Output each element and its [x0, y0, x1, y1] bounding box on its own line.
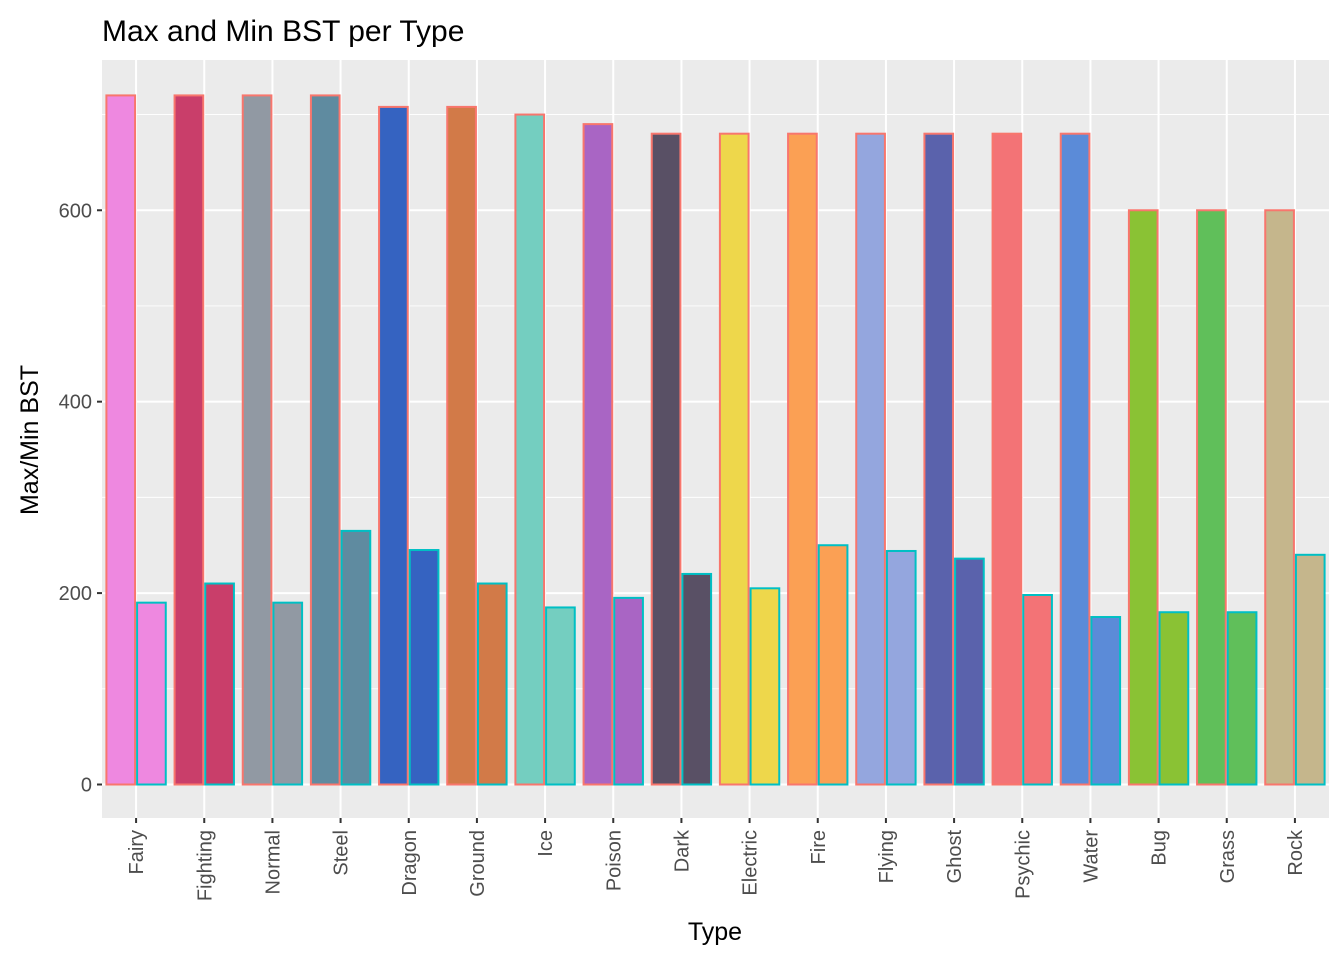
bar-min-water [1090, 616, 1122, 786]
x-tick-label: Ghost [944, 830, 966, 884]
bar-max-ice [514, 113, 546, 786]
bar-min-rock [1294, 553, 1326, 786]
x-tick-label: Fighting [194, 830, 216, 901]
bar-min-flying [885, 549, 917, 786]
bar-min-fire [817, 544, 849, 786]
x-tick-label: Poison [603, 830, 625, 891]
bar-max-fire [787, 132, 818, 786]
x-tick-label: Dark [671, 829, 693, 872]
bar-max-ghost [923, 132, 955, 786]
x-tick-label: Normal [262, 830, 284, 894]
y-tick-label: 400 [59, 392, 92, 414]
bar-min-fighting [204, 582, 235, 786]
x-tick-label: Water [1080, 830, 1102, 883]
bar-min-fairy [136, 601, 167, 786]
x-tick-label: Grass [1217, 830, 1239, 883]
bar-max-fairy [105, 94, 137, 786]
x-axis-title: Type [688, 918, 742, 946]
y-tick-label: 600 [59, 200, 92, 222]
x-tick-label: Steel [331, 830, 353, 876]
bar-max-poison [582, 123, 614, 786]
chart-title: Max and Min BST per Type [102, 15, 464, 48]
y-axis-title: Max/Min BST [16, 365, 44, 515]
bar-max-flying [855, 132, 886, 786]
bar-max-fighting [173, 94, 205, 786]
x-tick-label: Fire [808, 830, 830, 864]
bar-min-dragon [408, 549, 440, 786]
bar-min-psychic [1022, 594, 1053, 786]
plot-panel [102, 60, 1329, 818]
bar-max-electric [718, 132, 750, 786]
bar-max-rock [1264, 209, 1295, 786]
bar-min-steel [340, 529, 372, 786]
x-tick-label: Bug [1149, 830, 1171, 866]
bar-max-steel [309, 94, 341, 786]
x-tick-label: Rock [1285, 829, 1307, 876]
bar-max-psychic [991, 132, 1023, 786]
bar-min-ice [545, 606, 576, 786]
bar-min-grass [1226, 611, 1258, 786]
bar-min-ground [476, 582, 508, 786]
bar-max-bug [1127, 209, 1159, 786]
bar-min-electric [749, 587, 781, 786]
x-tick-label: Fairy [126, 830, 148, 874]
x-tick-label: Ground [467, 830, 489, 897]
bar-max-ground [446, 105, 477, 786]
x-tick-label: Ice [535, 830, 557, 857]
bar-min-dark [681, 572, 713, 786]
bar-max-dragon [378, 105, 409, 786]
y-tick-label: 200 [59, 583, 92, 605]
bars [105, 94, 1326, 786]
y-tick-label: 0 [81, 775, 92, 797]
x-tick-label: Flying [876, 830, 898, 883]
bar-max-grass [1196, 209, 1227, 786]
x-tick-label: Dragon [399, 830, 421, 896]
x-tick-label: Psychic [1012, 830, 1034, 899]
x-axis: Fairy Fighting Normal Steel Dragon Ground Ice P… [126, 818, 1307, 901]
bar-min-bug [1158, 611, 1190, 786]
bar-max-dark [650, 132, 682, 786]
bar-max-water [1059, 132, 1091, 786]
x-tick-label: Electric [740, 830, 762, 896]
y-axis: 0 200 400 600 [59, 200, 102, 797]
bar-max-normal [241, 94, 273, 786]
bar-min-poison [613, 596, 644, 786]
bar-min-ghost [954, 557, 985, 786]
bar-min-normal [272, 601, 304, 786]
